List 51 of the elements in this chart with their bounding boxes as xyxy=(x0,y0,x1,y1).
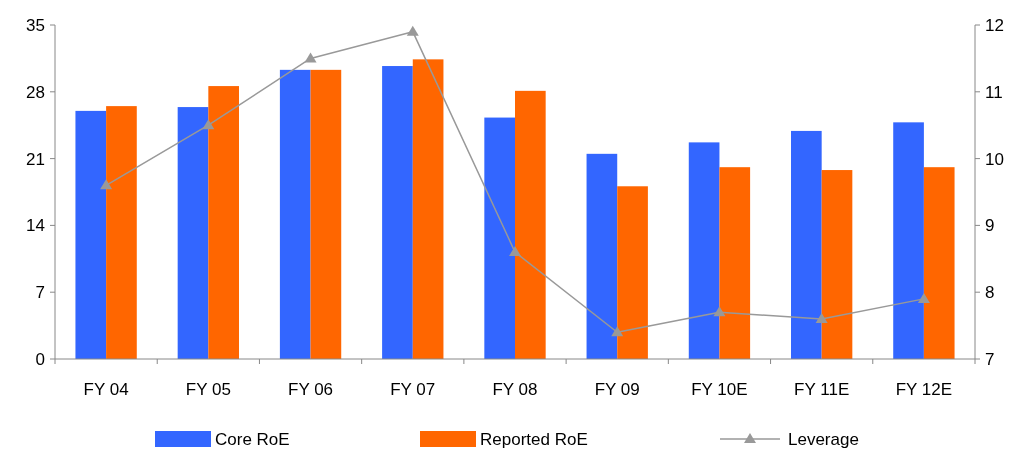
y-tick-label: 21 xyxy=(26,149,45,169)
point xyxy=(100,179,113,190)
bar xyxy=(310,69,342,359)
legend-label: Leverage xyxy=(788,430,859,449)
x-tick-label: FY 11E xyxy=(794,380,850,399)
y-tick-label: 35 xyxy=(26,16,45,35)
point xyxy=(202,119,215,130)
bar xyxy=(617,186,648,359)
x-tick-label: FY 08 xyxy=(492,380,538,399)
bar xyxy=(412,59,444,359)
y-tick-label: 0 xyxy=(35,350,45,369)
point xyxy=(815,312,828,323)
bar xyxy=(893,122,924,359)
bar xyxy=(719,167,751,359)
y2-tick-label: 12 xyxy=(985,16,1004,35)
bar xyxy=(75,110,107,359)
point xyxy=(304,52,317,63)
x-tick-label: FY 09 xyxy=(594,380,640,399)
point xyxy=(406,25,419,36)
bar xyxy=(821,170,853,359)
bar xyxy=(106,106,137,359)
y2-tick-label: 8 xyxy=(985,283,995,303)
point xyxy=(713,306,726,317)
bar xyxy=(923,167,955,359)
x-tick-label: FY 10E xyxy=(691,380,748,399)
y-tick-label: 7 xyxy=(35,283,45,303)
y2-tick-label: 9 xyxy=(985,216,995,236)
bar xyxy=(382,66,413,359)
bar xyxy=(177,107,209,359)
bar xyxy=(208,86,239,359)
x-tick-label: FY 04 xyxy=(83,380,129,399)
y-tick-label: 14 xyxy=(26,216,45,236)
y-tick-label: 28 xyxy=(26,82,45,102)
bar xyxy=(279,69,311,359)
bar xyxy=(791,130,822,359)
x-tick-label: FY 12E xyxy=(895,380,953,399)
x-tick-label: FY 05 xyxy=(185,380,231,399)
legend-label: Core RoE xyxy=(215,430,290,449)
bar xyxy=(484,117,515,359)
bar xyxy=(688,142,720,359)
bar xyxy=(586,153,618,359)
x-tick-label: FY 07 xyxy=(390,380,436,399)
point xyxy=(509,246,521,257)
point xyxy=(611,326,624,337)
legend-label: Reported RoE xyxy=(480,430,588,449)
y2-tick-label: 7 xyxy=(985,350,995,369)
y2-tick-label: 10 xyxy=(985,149,1004,169)
point xyxy=(917,292,930,303)
bar xyxy=(515,90,546,359)
x-tick-label: FY 06 xyxy=(288,380,334,399)
y2-tick-label: 11 xyxy=(985,82,1003,102)
